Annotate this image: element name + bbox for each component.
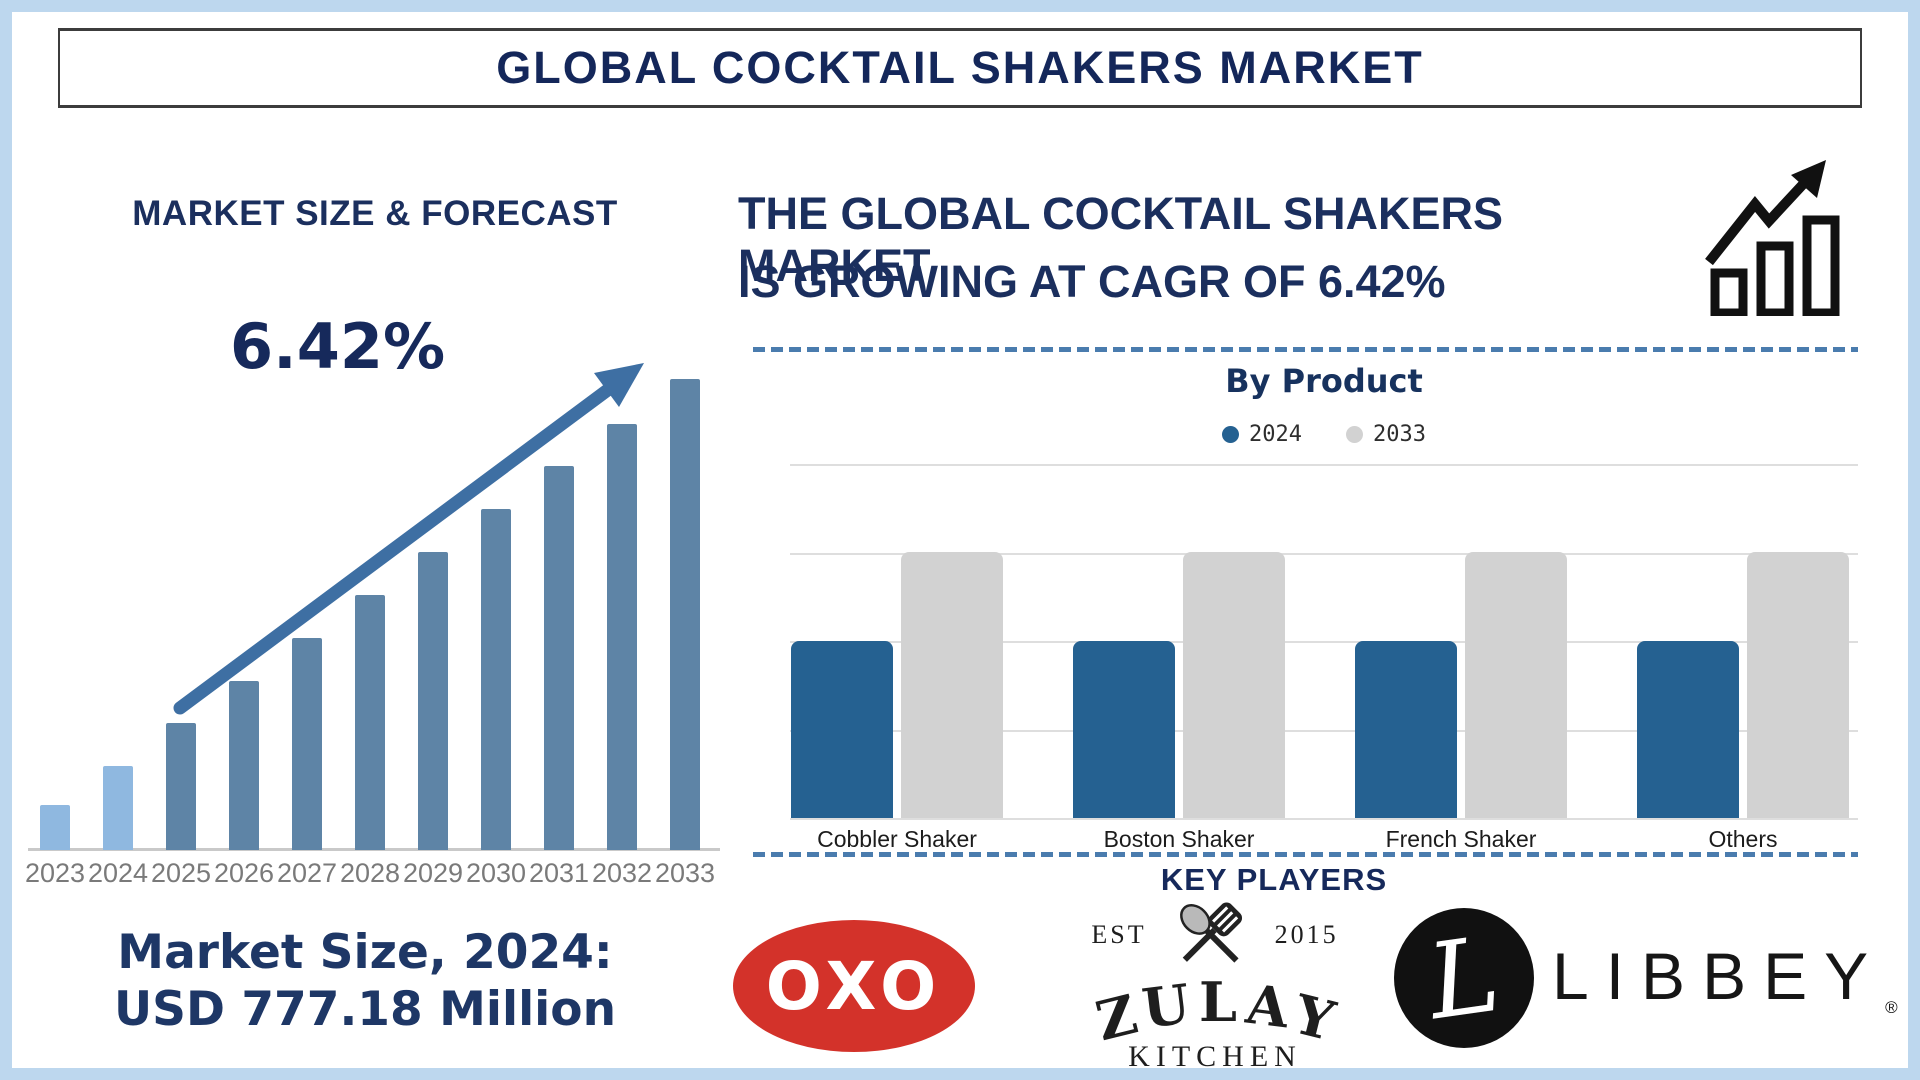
year-label-2027: 2027: [276, 858, 338, 888]
year-label-2033: 2033: [654, 858, 716, 888]
page-title: GLOBAL COCKTAIL SHAKERS MARKET: [496, 42, 1424, 93]
libbey-monogram-badge: L: [1394, 908, 1534, 1048]
title-bar: GLOBAL COCKTAIL SHAKERS MARKET: [58, 28, 1862, 108]
forecast-bar-2028: [355, 595, 385, 850]
forecast-bar-2030: [481, 509, 511, 850]
zulay-letter-L: L: [1199, 970, 1237, 1034]
product-bar-2024-french-shaker: [1355, 641, 1457, 818]
forecast-bar-2026: [229, 681, 259, 850]
dashed-divider-bottom: [753, 852, 1858, 857]
growth-chart-icon: [1705, 160, 1840, 316]
year-label-2026: 2026: [213, 858, 275, 888]
market-size-caption: Market Size, 2024: USD 777.18 Million: [65, 924, 665, 1039]
zulay-year-label: 2015: [1274, 920, 1339, 949]
oxo-logo: OXO: [733, 920, 975, 1052]
category-label-boston-shaker: Boston Shaker: [1103, 826, 1255, 852]
category-label-french-shaker: French Shaker: [1385, 826, 1537, 852]
product-bar-2033-cobbler-shaker: [901, 552, 1003, 818]
forecast-bar-2031: [544, 466, 574, 850]
product-bar-2033-boston-shaker: [1183, 552, 1285, 818]
year-label-2032: 2032: [591, 858, 653, 888]
trend-arrow-icon: [173, 363, 644, 715]
product-bar-2024-boston-shaker: [1073, 641, 1175, 818]
by-product-title: By Product: [1225, 362, 1423, 400]
product-chart-gridline: [790, 818, 1858, 820]
year-label-2031: 2031: [528, 858, 590, 888]
product-chart-gridline: [790, 641, 1858, 643]
product-chart-gridline: [790, 464, 1858, 466]
zulay-letter-A: A: [1242, 971, 1293, 1041]
product-bar-2024-others: [1637, 641, 1739, 818]
forecast-bar-2033: [670, 379, 700, 850]
libbey-wordmark-text: LIBBEY: [1552, 939, 1886, 1013]
oxo-wordmark: OXO: [765, 947, 943, 1025]
market-size-line1: Market Size, 2024:: [117, 925, 613, 980]
year-label-2028: 2028: [339, 858, 401, 888]
right-headline-line1: THE GLOBAL COCKTAIL SHAKERS MARKET: [738, 188, 1504, 291]
legend-label-2033: 2033: [1373, 422, 1426, 447]
libbey-registered-mark: ®: [1885, 998, 1898, 1018]
product-chart-gridline: [790, 730, 1858, 732]
market-size-line2: USD 777.18 Million: [113, 982, 617, 1038]
category-label-cobbler-shaker: Cobbler Shaker: [817, 826, 977, 852]
forecast-bar-2024: [103, 766, 133, 850]
year-label-2029: 2029: [402, 858, 464, 888]
product-chart-gridline: [790, 553, 1858, 555]
by-product-legend: 2024 2033: [1124, 422, 1524, 447]
legend-label-2024: 2024: [1249, 422, 1302, 447]
libbey-monogram: L: [1421, 912, 1507, 1044]
zulay-est-label: EST: [1091, 920, 1147, 949]
legend-item-2024: 2024: [1222, 422, 1302, 447]
category-label-others: Others: [1708, 826, 1778, 852]
year-label-2030: 2030: [465, 858, 527, 888]
legend-dot-2024: [1222, 426, 1240, 443]
legend-dot-2033: [1346, 426, 1363, 443]
year-label-2025: 2025: [150, 858, 212, 888]
forecast-bar-2025: [166, 723, 196, 850]
market-size-forecast-heading: MARKET SIZE & FORECAST: [132, 194, 618, 233]
year-label-2024: 2024: [87, 858, 149, 888]
forecast-bar-2029: [418, 552, 448, 850]
forecast-bar-2027: [292, 638, 322, 850]
forecast-bar-2032: [607, 424, 637, 850]
product-bar-2024-cobbler-shaker: [791, 641, 893, 818]
libbey-wordmark: LIBBEY®: [1552, 938, 1898, 1018]
zulay-letter-U: U: [1138, 971, 1194, 1041]
right-headline-line2: IS GROWING AT CAGR OF 6.42%: [738, 256, 1446, 307]
product-bar-2033-french-shaker: [1465, 552, 1567, 818]
legend-item-2033: 2033: [1346, 422, 1426, 447]
cagr-label: 6.42%: [230, 310, 446, 383]
crossed-utensils-icon: [1179, 902, 1242, 963]
product-bar-2033-others: [1747, 552, 1849, 818]
dashed-divider-top: [753, 347, 1858, 352]
key-players-heading: KEY PLAYERS: [1160, 862, 1388, 897]
year-label-2023: 2023: [24, 858, 86, 888]
zulay-kitchen-label: KITCHEN: [1128, 1040, 1302, 1073]
forecast-bar-2023: [40, 805, 70, 850]
